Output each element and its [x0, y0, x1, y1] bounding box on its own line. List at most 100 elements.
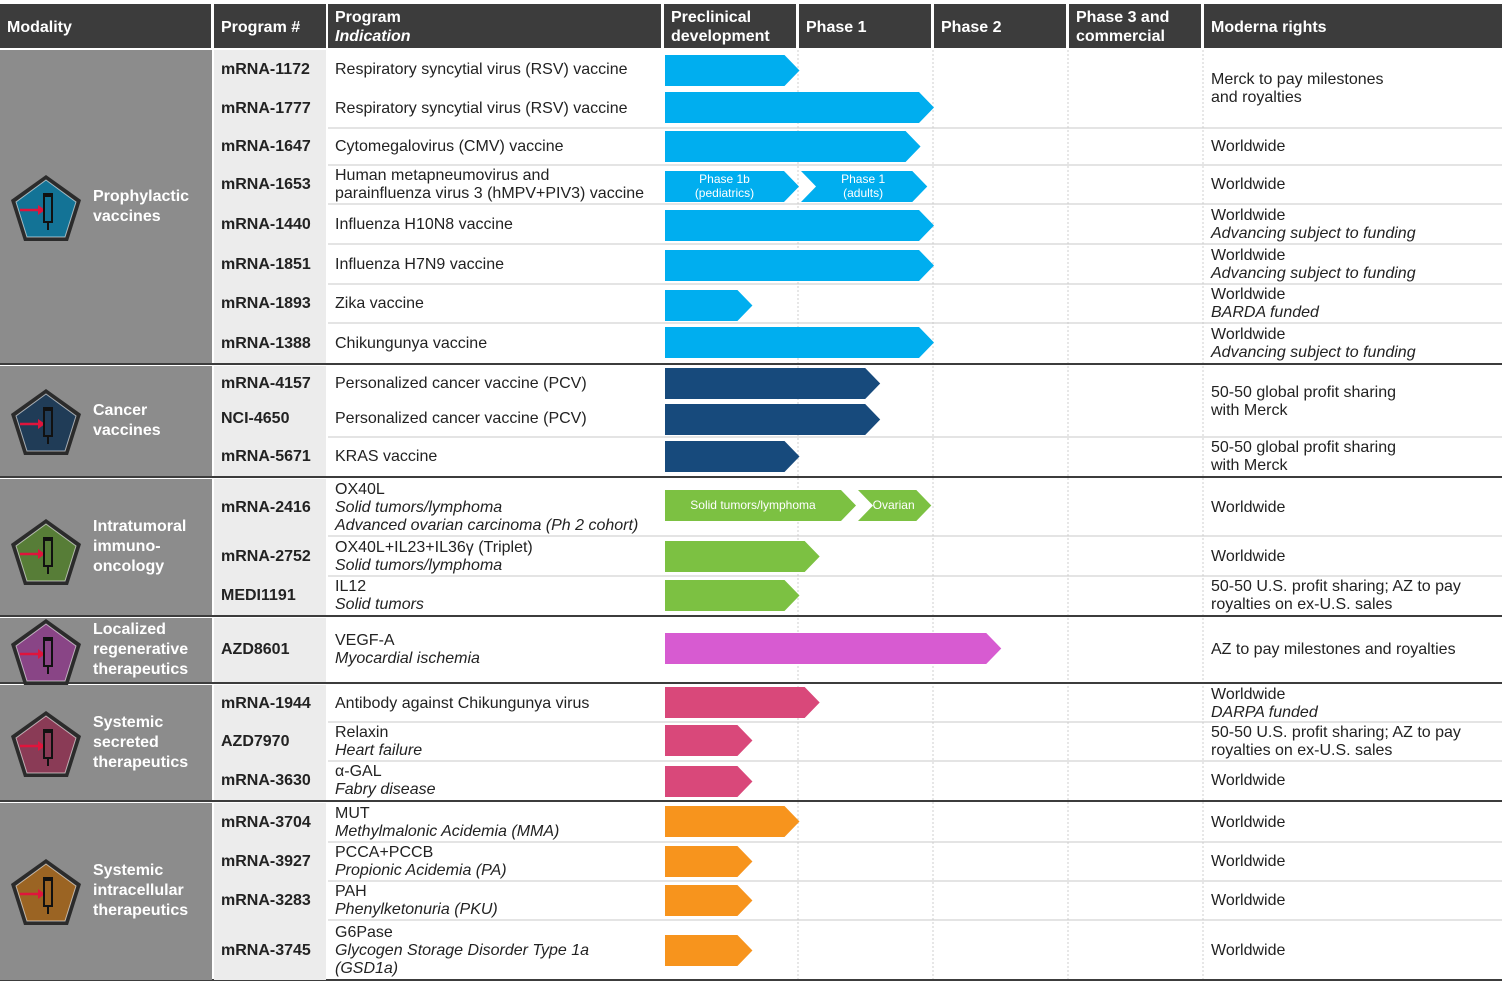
- modality-label-line: therapeutics: [93, 661, 189, 678]
- moderna-rights-cell: Worldwide: [1211, 129, 1501, 165]
- bar-shape: [665, 885, 753, 916]
- moderna-rights-cell: Worldwide: [1211, 843, 1501, 881]
- indication-line: Relaxin: [335, 724, 389, 741]
- progress-bar-medi1191: [665, 580, 800, 611]
- program-indication: Respiratory syncytial virus (RSV) vaccin…: [335, 89, 661, 128]
- indication-line: Influenza H7N9 vaccine: [335, 255, 504, 273]
- rights-line: Worldwide: [1211, 206, 1286, 224]
- modality-label-line: Systemic: [93, 714, 164, 731]
- program-number: mRNA-5671: [221, 448, 311, 465]
- bar-segment-label-line: Phase 1b: [699, 172, 750, 186]
- tumor-cell-icon: [11, 519, 81, 585]
- rights-line: Worldwide: [1211, 892, 1286, 909]
- modality-label-line: Localized: [93, 621, 166, 638]
- program-number: mRNA-1647: [221, 138, 311, 155]
- bar-shape: [665, 290, 753, 321]
- progress-bar-mrna-3927: [665, 846, 753, 877]
- indication-line: parainfluenza virus 3 (hMPV+PIV3) vaccin…: [335, 185, 645, 202]
- progress-bar-mrna-1851: [665, 250, 934, 281]
- program-indication: Personalized cancer vaccine (PCV): [335, 401, 661, 437]
- program-number: AZD8601: [221, 641, 290, 658]
- moderna-rights-cell: Worldwide DARPA funded: [1211, 685, 1501, 722]
- progress-bar-mrna-1944: [665, 687, 820, 718]
- moderna-rights-cell: 50-50 U.S. profit sharing; AZ to pay roya…: [1211, 723, 1501, 761]
- rights-line: Worldwide: [1211, 941, 1286, 959]
- program-number: mRNA-1893: [221, 295, 311, 312]
- bar-segment-label-line: Ovarian: [872, 498, 915, 512]
- indication-line: Propionic Acidemia (PA): [335, 862, 507, 879]
- indication-line: KRAS vaccine: [335, 448, 438, 465]
- progress-bar-mrna-1777: [665, 92, 934, 123]
- modality-label-line: Intratumoral: [93, 518, 187, 535]
- header-moderna-rights: Moderna rights: [1204, 4, 1502, 48]
- indication-line: Influenza H10N8 vaccine: [335, 215, 513, 233]
- program-column-bg: [214, 479, 326, 615]
- indication-line: Antibody against Chikungunya virus: [335, 694, 590, 712]
- program-indication: Human metapneumovirus and parainfluenza v…: [335, 166, 661, 204]
- program-indication: Respiratory syncytial virus (RSV) vaccin…: [335, 50, 661, 89]
- header-phase-1: Phase 1: [799, 4, 931, 48]
- bar-segment-label: Ovarian: [871, 498, 916, 512]
- rights-line: 50-50 global profit sharing: [1211, 439, 1397, 456]
- bar-shape: [665, 541, 820, 572]
- moderna-rights-cell: 50-50 global profit sharing with Merck: [1211, 366, 1501, 437]
- header-modality: Modality: [0, 4, 211, 48]
- modality-label-line: regenerative: [93, 641, 189, 658]
- moderna-rights-cell: Worldwide: [1211, 537, 1501, 576]
- moderna-rights-cell: Worldwide: [1211, 921, 1501, 980]
- bar-segment-label-line: (pediatrics): [694, 186, 755, 200]
- rights-line: Worldwide: [1211, 286, 1286, 303]
- bar-shape: [665, 131, 921, 162]
- indication-line: Solid tumors/lymphoma: [335, 556, 503, 574]
- program-number: mRNA-1653: [221, 176, 311, 193]
- progress-bar-mrna-1172: [665, 55, 800, 86]
- progress-bar-mrna-1440: [665, 210, 934, 241]
- rights-line: royalties on ex-U.S. sales: [1211, 742, 1393, 759]
- bar-shape: [665, 687, 820, 718]
- indication-line: Methylmalonic Acidemia (MMA): [335, 822, 560, 840]
- modality-intratumoral-immuno-oncology: Intratumoral immuno-oncology: [0, 479, 212, 615]
- rights-line: Merck to pay milestones: [1211, 71, 1384, 88]
- bar-shape: [665, 92, 934, 123]
- bar-shape: [665, 935, 753, 966]
- indication-line: Human metapneumovirus and: [335, 167, 550, 184]
- modality-label-line: Cancer: [93, 402, 148, 419]
- program-indication: IL12 Solid tumors: [335, 577, 661, 615]
- modality-label-line: oncology: [93, 558, 165, 575]
- indication-line: α-GAL: [335, 763, 382, 780]
- progress-bar-azd8601: [665, 633, 1002, 664]
- bar-segment: [858, 490, 932, 521]
- program-number: NCI-4650: [221, 410, 290, 427]
- moderna-rights-cell: Worldwide Advancing subject to funding: [1211, 324, 1501, 363]
- bar-segment: [665, 171, 799, 202]
- moderna-rights-cell: Worldwide Advancing subject to funding: [1211, 205, 1501, 244]
- bar-shape: [665, 327, 934, 358]
- modality-label: Prophylactic vaccines: [93, 187, 189, 227]
- moderna-rights-cell: Worldwide: [1211, 166, 1501, 204]
- bar-shape: [665, 404, 881, 435]
- program-indication: α-GAL Fabry disease: [335, 762, 661, 800]
- program-indication: OX40L Solid tumors/lymphoma Advanced ovari…: [335, 479, 661, 536]
- program-column-bg: [214, 50, 326, 363]
- modality-prophylactic-vaccines: Prophylactic vaccines: [0, 50, 212, 363]
- program-indication: PCCA+PCCB Propionic Acidemia (PA): [335, 843, 661, 881]
- program-number: mRNA-1172: [221, 60, 310, 78]
- rights-line: DARPA funded: [1211, 703, 1318, 721]
- rights-line: Worldwide: [1211, 138, 1286, 155]
- header-phase-3: Phase 3 and commercial: [1069, 4, 1201, 48]
- modality-label-line: therapeutics: [93, 754, 189, 771]
- modality-cancer-vaccines: Cancer vaccines: [0, 366, 212, 476]
- moderna-rights-cell: Worldwide: [1211, 762, 1501, 800]
- moderna-rights-cell: 50-50 U.S. profit sharing; AZ to pay roya…: [1211, 577, 1501, 615]
- indication-line: (GSD1a): [335, 959, 399, 977]
- modality-systemic-intracellular-therapeutics: Systemic intracellular therapeutics: [0, 803, 212, 980]
- program-indication: Zika vaccine: [335, 285, 661, 323]
- program-number: mRNA-1851: [221, 255, 311, 273]
- program-indication: MUT Methylmalonic Acidemia (MMA): [335, 803, 661, 842]
- moderna-rights-cell: Worldwide BARDA funded: [1211, 285, 1501, 323]
- rights-line: 50-50 U.S. profit sharing; AZ to pay: [1211, 724, 1461, 741]
- modality-localized-regenerative-therapeutics: Localized regenerative therapeutics: [0, 618, 212, 685]
- modality-label-line: Prophylactic: [93, 188, 190, 205]
- program-number: mRNA-3630: [221, 772, 311, 789]
- progress-bar-mrna-3704: [665, 806, 800, 837]
